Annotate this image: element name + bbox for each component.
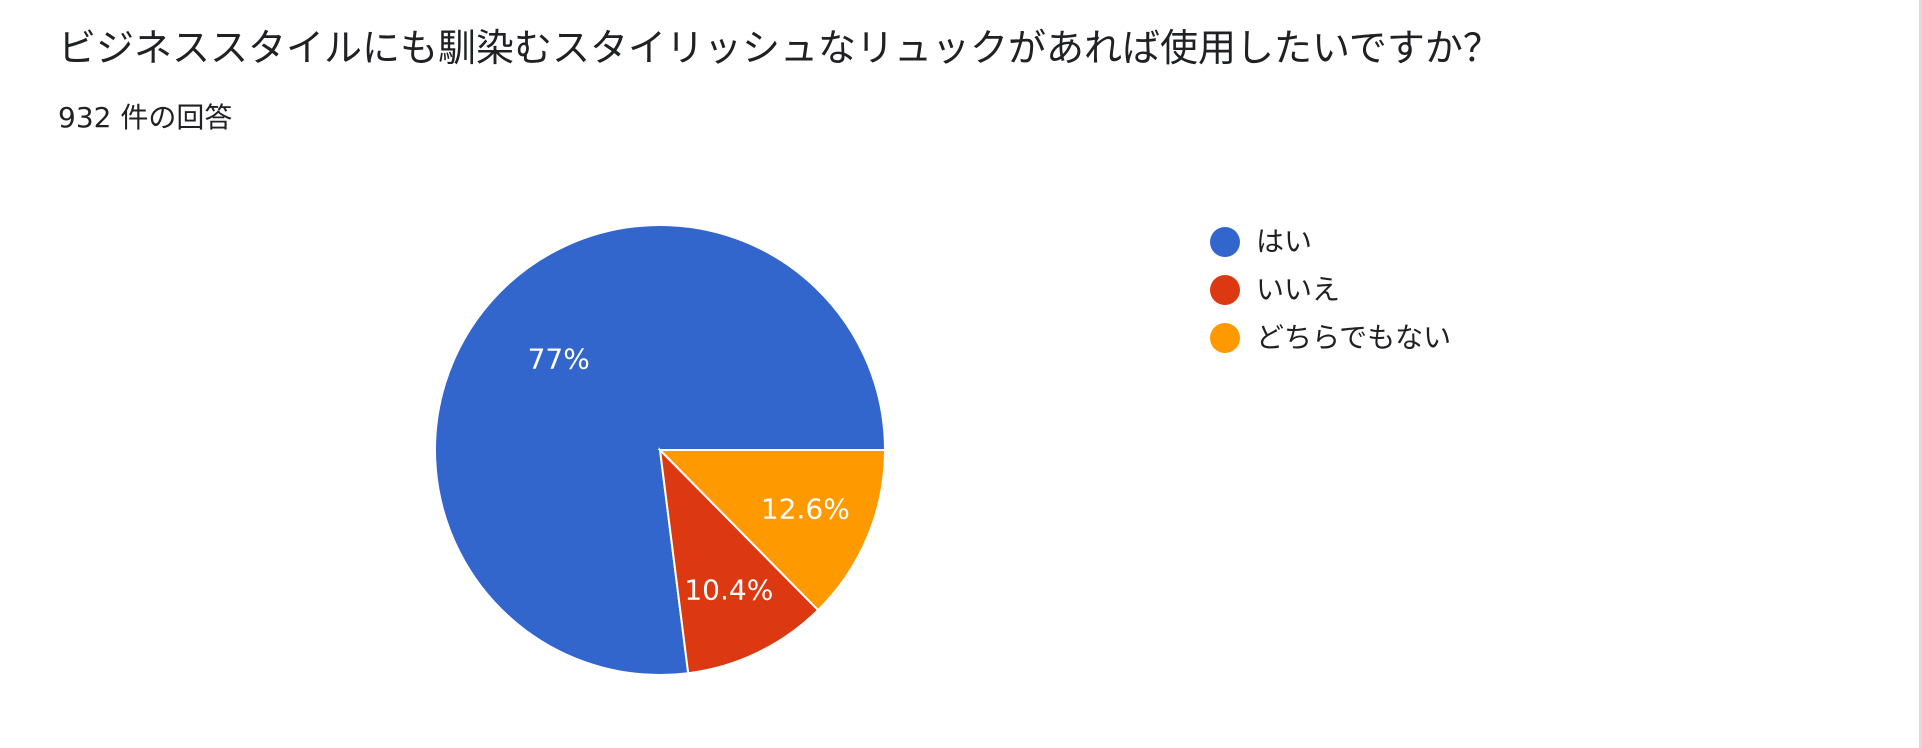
card-border [1919,0,1922,748]
legend-label-neutral: どちらでもない [1256,321,1452,354]
pie-slice-no[interactable] [658,447,820,675]
chart-legend: はい いいえ どちらでもない [1210,218,1451,362]
legend-item-no[interactable]: いいえ [1210,266,1451,314]
legend-label-no: いいえ [1256,273,1341,306]
legend-item-yes[interactable]: はい [1210,218,1451,266]
pie-chart: 77% 10.4% 12.6% [434,224,887,676]
question-title: ビジネススタイルにも馴染むスタイリッシュなリュックがあれば使用したいですか？ [58,26,1501,70]
response-count: 932 件の回答 [58,101,233,134]
pie-chart-area: 77% 10.4% 12.6% はい いいえ どちらでもない [0,150,1922,748]
pie-slice-neutral[interactable] [657,449,887,612]
legend-label-yes: はい [1256,225,1313,258]
legend-item-neutral[interactable]: どちらでもない [1210,314,1451,362]
legend-swatch-neutral [1210,323,1240,353]
legend-swatch-no [1210,275,1240,305]
legend-swatch-yes [1210,227,1240,257]
pie-slice-yes[interactable] [434,224,887,676]
slice-label-yes: 77% [528,343,590,376]
slice-label-neutral: 12.6% [761,493,850,526]
slice-label-no: 10.4% [684,574,773,607]
